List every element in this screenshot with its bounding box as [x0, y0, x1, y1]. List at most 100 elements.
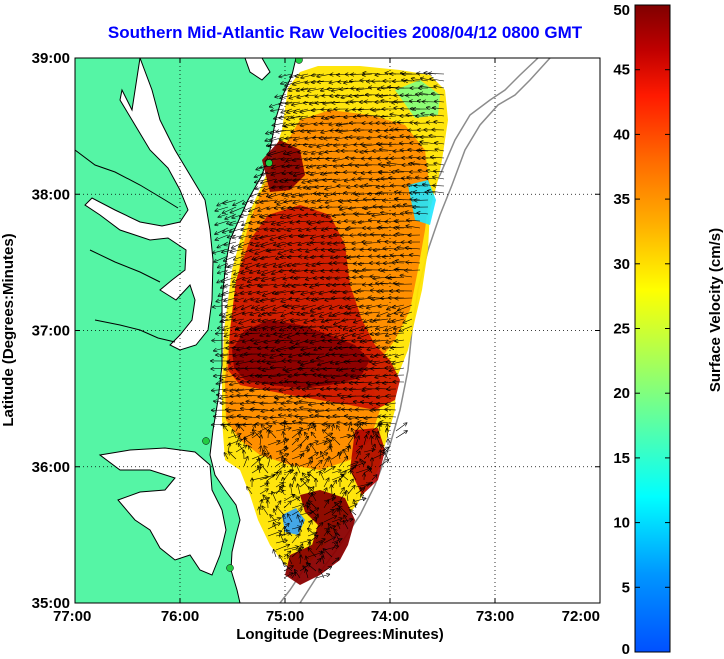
velocity-arrow [252, 304, 261, 308]
velocity-arrow [339, 123, 357, 125]
velocity-arrow [212, 424, 229, 425]
velocity-arrow [219, 213, 229, 217]
colorbar-tick-label: 20 [613, 385, 630, 402]
velocity-arrow [271, 109, 285, 111]
colorbar-tick-label: 30 [613, 256, 630, 273]
velocity-arrow [239, 425, 245, 432]
velocity-arrow [406, 248, 421, 249]
velocity-arrow [324, 179, 341, 180]
colorbar-tick-label: 10 [613, 515, 630, 532]
velocity-arrow [269, 213, 285, 216]
velocity-arrow [299, 401, 317, 403]
velocity-arrow [302, 304, 317, 309]
velocity-arrow [434, 171, 445, 172]
velocity-arrow [344, 325, 357, 329]
velocity-arrow [267, 441, 280, 446]
velocity-arrow [407, 220, 421, 221]
velocity-arrow [395, 340, 405, 341]
velocity-arrow [356, 165, 373, 166]
velocity-arrow [235, 436, 239, 446]
velocity-arrow [223, 199, 237, 203]
velocity-arrow [291, 429, 302, 432]
velocity-arrow [435, 101, 445, 102]
river-potomac [75, 149, 179, 209]
velocity-arrow [384, 353, 397, 357]
river-rappahannock [89, 249, 161, 283]
velocity-arrow [407, 137, 421, 138]
velocity-arrow [385, 409, 397, 410]
velocity-arrow [318, 193, 333, 194]
velocity-arrow [326, 319, 341, 321]
river-james [94, 319, 176, 343]
velocity-arrow [246, 333, 261, 334]
velocity-arrow [343, 319, 357, 321]
velocity-arrow [268, 360, 285, 363]
velocity-arrow [307, 354, 325, 355]
velocity-arrow [256, 185, 269, 189]
velocity-arrow [218, 262, 229, 267]
x-tick-label: 73:00 [476, 608, 514, 625]
velocity-arrow [390, 367, 405, 371]
velocity-arrow [308, 424, 310, 432]
velocity-arrow [222, 290, 237, 295]
velocity-arrow [223, 325, 237, 330]
velocity-arrow [215, 206, 229, 211]
y-tick-label: 38:00 [32, 186, 70, 203]
velocity-arrow [280, 332, 293, 337]
velocity-arrow [375, 354, 389, 356]
velocity-arrow [386, 403, 397, 405]
velocity-arrow [434, 122, 445, 123]
velocity-arrow [380, 95, 397, 96]
velocity-arrow [272, 325, 285, 329]
velocity-arrow [407, 226, 421, 229]
velocity-arrow [216, 234, 229, 240]
velocity-arrow [216, 333, 229, 334]
velocity-arrow [242, 255, 253, 260]
velocity-arrow [421, 142, 437, 145]
velocity-arrow [318, 304, 333, 309]
velocity-arrow [241, 262, 253, 266]
velocity-arrow [376, 325, 389, 329]
velocity-arrow [350, 325, 365, 331]
velocity-arrow [214, 255, 229, 262]
velocity-arrow [370, 361, 381, 362]
velocity-arrow [261, 255, 277, 259]
velocity-arrow [323, 430, 333, 439]
velocity-arrow [217, 395, 229, 396]
velocity-arrow [405, 270, 421, 271]
velocity-arrow [304, 284, 317, 285]
velocity-arrow [363, 436, 366, 446]
radar-station [265, 159, 273, 167]
velocity-arrow [259, 426, 271, 432]
velocity-arrow [311, 311, 325, 316]
velocity-arrow [228, 443, 230, 453]
velocity-arrow [231, 206, 245, 213]
colorbar-tick-label: 5 [622, 579, 630, 596]
velocity-arrow [225, 269, 237, 274]
velocity-arrow [394, 333, 405, 334]
velocity-arrow [294, 171, 309, 176]
velocity-arrow [221, 381, 237, 382]
velocity-arrow [265, 339, 277, 342]
velocity-arrow [316, 298, 333, 299]
x-tick-label: 75:00 [266, 608, 304, 625]
radar-station [202, 437, 210, 445]
chesapeake-bay [84, 58, 214, 351]
velocity-arrow [273, 318, 285, 322]
velocity-arrow [325, 325, 341, 328]
velocity-arrow [352, 429, 357, 439]
velocity-arrow [410, 255, 421, 256]
velocity-arrow [266, 347, 277, 348]
velocity-arrow [435, 143, 445, 144]
velocity-arrow [354, 318, 365, 322]
colorbar-tick-label: 35 [613, 191, 630, 208]
velocity-arrow [406, 262, 421, 263]
velocity-arrow [263, 262, 277, 267]
velocity-arrow [314, 424, 316, 432]
velocity-arrow [396, 354, 405, 356]
velocity-arrow [260, 199, 277, 202]
velocity-arrow [355, 436, 359, 446]
velocity-arrow [218, 269, 229, 273]
velocity-arrow [404, 205, 421, 208]
x-tick-label: 74:00 [371, 608, 409, 625]
